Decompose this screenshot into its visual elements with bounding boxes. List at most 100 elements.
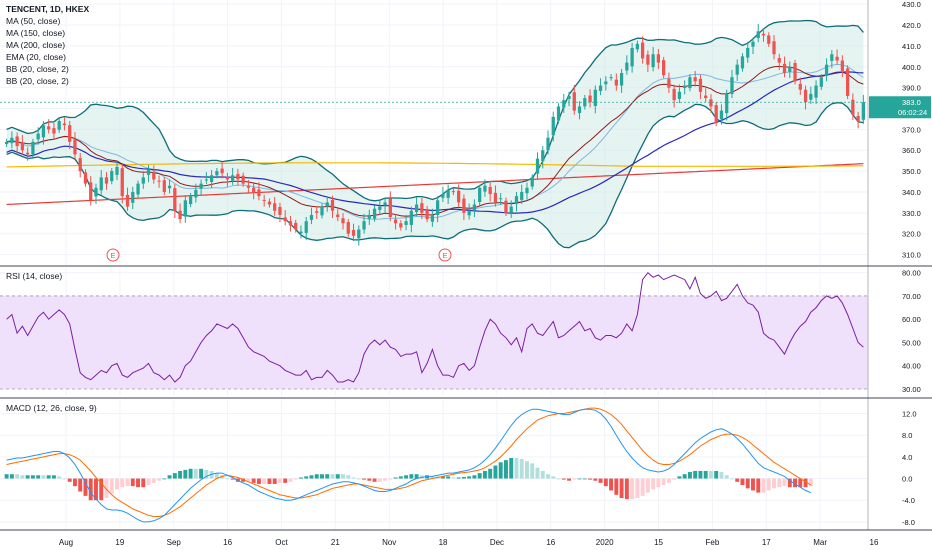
candle-body[interactable] (845, 68, 850, 96)
candle-body[interactable] (488, 186, 492, 195)
candle-body[interactable] (146, 169, 151, 175)
candle-body[interactable] (152, 172, 156, 180)
candle-body[interactable] (525, 187, 529, 194)
candle-body[interactable] (309, 214, 314, 220)
candle-body[interactable] (336, 214, 340, 218)
candle-body[interactable] (698, 78, 703, 92)
legend-bb-1[interactable]: BB (20, close, 2) (6, 64, 69, 74)
candle-body[interactable] (457, 190, 461, 203)
macd-pane[interactable] (4, 407, 813, 523)
candle-body[interactable] (94, 187, 98, 197)
macd-line[interactable] (6, 408, 811, 523)
candle-body[interactable] (709, 99, 713, 107)
price-tag[interactable] (869, 96, 931, 119)
candle-body[interactable] (315, 211, 319, 213)
candle-body[interactable] (399, 223, 403, 228)
candle-body[interactable] (320, 206, 324, 216)
candle-body[interactable] (672, 88, 676, 101)
candle-body[interactable] (36, 133, 40, 140)
candle-body[interactable] (625, 62, 629, 71)
candle-body[interactable] (304, 221, 308, 233)
candle-body[interactable] (509, 206, 513, 213)
candle-body[interactable] (4, 141, 9, 144)
candle-body[interactable] (378, 206, 382, 210)
candle-body[interactable] (351, 229, 356, 236)
candle-body[interactable] (404, 221, 408, 225)
candle-body[interactable] (31, 141, 35, 155)
candle-body[interactable] (73, 139, 77, 155)
candle-body[interactable] (367, 214, 371, 219)
candle-body[interactable] (562, 100, 566, 108)
candle-body[interactable] (746, 47, 750, 58)
candle-body[interactable] (115, 166, 119, 175)
candle-body[interactable] (520, 191, 524, 200)
candle-body[interactable] (157, 180, 161, 182)
candle-body[interactable] (83, 172, 88, 184)
candle-body[interactable] (288, 221, 293, 226)
candle-body[interactable] (782, 63, 787, 74)
candle-body[interactable] (767, 35, 771, 44)
candle-body[interactable] (504, 200, 508, 213)
candle-body[interactable] (15, 136, 19, 147)
candle-body[interactable] (704, 95, 708, 99)
candle-body[interactable] (646, 54, 650, 65)
candle-body[interactable] (630, 47, 634, 67)
candle-body[interactable] (173, 188, 177, 211)
rsi-line[interactable] (6, 271, 864, 383)
candle-body[interactable] (593, 89, 597, 106)
candle-body[interactable] (393, 219, 398, 224)
candle-body[interactable] (246, 186, 251, 188)
rsi-pane[interactable] (0, 271, 868, 390)
candle-body[interactable] (131, 191, 135, 203)
candle-body[interactable] (451, 191, 456, 193)
candle-body[interactable] (725, 93, 729, 114)
candle-body[interactable] (294, 222, 298, 230)
candle-body[interactable] (541, 150, 545, 162)
candle-body[interactable] (10, 137, 14, 144)
candle-body[interactable] (730, 77, 734, 94)
candle-body[interactable] (683, 85, 687, 89)
candle-body[interactable] (761, 33, 766, 36)
candle-body[interactable] (614, 79, 618, 86)
candle-body[interactable] (598, 85, 603, 91)
legend-ma150[interactable]: MA (150, close) (6, 28, 66, 38)
candle-body[interactable] (362, 221, 366, 230)
candle-body[interactable] (26, 152, 30, 155)
candle-body[interactable] (483, 185, 487, 192)
candle-body[interactable] (588, 95, 592, 103)
candle-body[interactable] (640, 42, 645, 59)
candle-body[interactable] (751, 41, 755, 47)
candle-body[interactable] (619, 73, 624, 86)
candle-body[interactable] (572, 92, 576, 111)
candle-body[interactable] (409, 210, 413, 225)
candle-body[interactable] (204, 179, 208, 181)
candle-body[interactable] (420, 203, 424, 213)
candle-body[interactable] (530, 177, 534, 187)
candle-body[interactable] (225, 176, 230, 180)
candle-body[interactable] (183, 200, 187, 217)
candle-body[interactable] (78, 158, 82, 172)
candle-body[interactable] (493, 192, 498, 203)
candle-body[interactable] (609, 77, 613, 79)
candle-body[interactable] (803, 89, 808, 103)
candle-body[interactable] (635, 43, 639, 50)
candle-body[interactable] (856, 116, 860, 122)
candle-body[interactable] (798, 83, 802, 90)
candle-body[interactable] (556, 106, 561, 121)
candle-body[interactable] (199, 183, 203, 189)
candle-body[interactable] (110, 171, 114, 182)
candle-body[interactable] (809, 93, 813, 100)
candle-body[interactable] (99, 177, 103, 191)
candle-body[interactable] (136, 183, 140, 195)
candle-body[interactable] (62, 123, 67, 126)
macd-title[interactable]: MACD (12, 26, close, 9) (6, 403, 97, 413)
legend-bb-2[interactable]: BB (20, close, 2) (6, 76, 69, 86)
candle-body[interactable] (188, 196, 193, 205)
candle-body[interactable] (693, 77, 697, 82)
candle-body[interactable] (851, 99, 855, 115)
candle-body[interactable] (330, 199, 335, 211)
candle-body[interactable] (220, 168, 224, 174)
candle-body[interactable] (840, 60, 844, 71)
candle-body[interactable] (383, 202, 387, 206)
candle-body[interactable] (167, 185, 172, 189)
